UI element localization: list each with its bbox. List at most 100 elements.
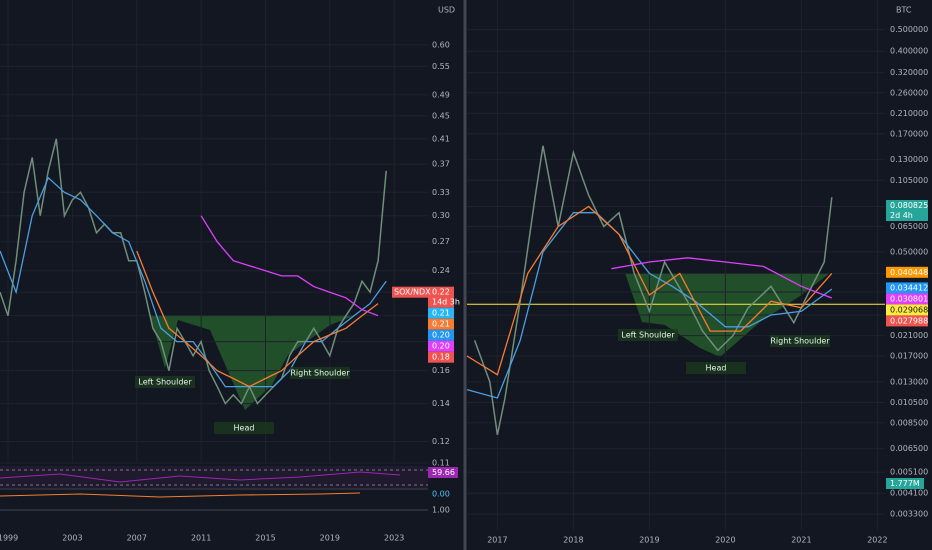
macd-value: 0.00: [432, 490, 450, 499]
annotation: Head: [706, 364, 727, 373]
y-tick-label: 0.500000: [890, 25, 928, 34]
annotation: Right Shoulder: [290, 369, 350, 378]
annotation: Left Shoulder: [621, 331, 675, 340]
y-tick-label: 0.105000: [890, 176, 928, 185]
series-line: [611, 257, 833, 299]
price-tag: [886, 282, 928, 294]
x-tick-label: 2023: [384, 534, 404, 543]
price-tag-label: 0.18: [432, 353, 450, 362]
x-tick-label: 2017: [487, 536, 507, 545]
price-tag-sublabel: 14d 3h: [432, 298, 460, 307]
y-tick-label: 0.30: [432, 211, 450, 220]
series-line: [473, 145, 833, 436]
y-tick-label: 0.33: [432, 188, 450, 197]
y-tick-label: 0.16: [432, 366, 450, 375]
rsi-tag: [428, 467, 458, 478]
currency-label: USD: [438, 6, 455, 15]
annotation-bg: [290, 367, 350, 379]
x-tick-label: 2003: [62, 534, 82, 543]
y-tick-label: 0.210000: [890, 109, 928, 118]
x-tick-label: 2015: [255, 534, 275, 543]
annotation: Left Shoulder: [138, 378, 192, 387]
y-tick-label: 0.065000: [890, 222, 928, 231]
x-tick-label: 1999: [0, 534, 18, 543]
price-tag-label: 0.029068: [890, 305, 928, 314]
rsi-band: [0, 466, 428, 488]
y-tick-label: 0.017000: [890, 351, 928, 360]
series-line: [0, 176, 387, 388]
price-tag-label: 0.21: [432, 309, 450, 318]
series-line: [466, 205, 833, 376]
x-tick-label: 2019: [639, 536, 659, 545]
y-tick-label: 0.24: [432, 266, 450, 275]
x-tick-label: 2020: [715, 536, 735, 545]
rsi-pane: [0, 466, 428, 511]
price-tag: [428, 351, 454, 363]
price-tag: [428, 329, 454, 341]
annotation-bg: [770, 335, 830, 347]
y-tick-label: 0.49: [432, 90, 450, 99]
annotation-bg: [618, 329, 678, 341]
y-tick-label: 0.260000: [890, 88, 928, 97]
price-tag-label: 0.030801: [890, 294, 928, 303]
y-tick-label: 0.050000: [890, 247, 928, 256]
y-tick-label: 0.013000: [890, 377, 928, 386]
pane-tick: 1.00: [432, 506, 450, 515]
price-tag: [428, 340, 454, 352]
price-tag-label: 0.027988: [890, 316, 928, 325]
y-tick-label: 0.37: [432, 160, 450, 169]
y-tick-label: 0.27: [432, 237, 450, 246]
y-tick-label: 0.130000: [890, 155, 928, 164]
y-tick-label: 0.400000: [890, 47, 928, 56]
price-tag: [886, 315, 928, 327]
y-tick-label: 0.45: [432, 111, 450, 120]
annotation: Head: [234, 424, 255, 433]
annotation-bg: [686, 362, 746, 374]
x-tick-label: 2019: [320, 534, 340, 543]
series-line: [200, 215, 379, 317]
price-tag: [886, 266, 928, 278]
rsi-line: [0, 471, 401, 483]
series-line: [466, 212, 833, 399]
y-tick-label: 0.003300: [890, 510, 928, 519]
price-tag-label: 0.20: [432, 331, 450, 340]
symbol-tag: [392, 286, 428, 298]
rsi-value: 59.66: [432, 468, 455, 477]
price-tag-label: 0.22: [432, 288, 450, 297]
x-tick-label: 2022: [867, 536, 887, 545]
y-tick-label: 0.11: [432, 459, 450, 468]
annotation-bg: [214, 422, 274, 434]
x-tick-label: 2007: [127, 534, 147, 543]
y-tick-label: 0.005100: [890, 468, 928, 477]
price-tag-label: 0.040448: [890, 268, 928, 277]
volume-label: 1.777M: [890, 479, 920, 488]
price-tag: [886, 304, 928, 316]
price-tag-label: 0.20: [432, 342, 450, 351]
y-tick-label: 0.006500: [890, 444, 928, 453]
x-tick-label: 2011: [191, 534, 211, 543]
symbol-label: SOX/NDX: [394, 288, 431, 297]
y-tick-label: 0.60: [432, 40, 450, 49]
y-tick-label: 0.55: [432, 62, 450, 71]
price-tag: [428, 307, 454, 319]
y-tick-label: 0.14: [432, 399, 450, 408]
price-tag: [428, 286, 454, 308]
price-tag-label: 0.034412: [890, 283, 928, 292]
price-tag: [428, 318, 454, 330]
y-tick-label: 0.010500: [890, 398, 928, 407]
price-tag: [886, 293, 928, 305]
y-tick-label: 0.021000: [890, 331, 928, 340]
annotation: Right Shoulder: [770, 337, 830, 346]
volume-tag: [886, 478, 924, 489]
annotation-bg: [135, 376, 195, 388]
y-tick-label: 0.170000: [890, 129, 928, 138]
macd-line: [0, 492, 361, 498]
price-tag-label: 0.21: [432, 320, 450, 329]
y-tick-label: 0.12: [432, 437, 450, 446]
y-tick-label: 0.008500: [890, 418, 928, 427]
series-line: [136, 250, 379, 388]
y-tick-label: 0.41: [432, 134, 450, 143]
price-tag: [886, 200, 928, 222]
price-tag-label: 0.080825: [890, 201, 928, 210]
